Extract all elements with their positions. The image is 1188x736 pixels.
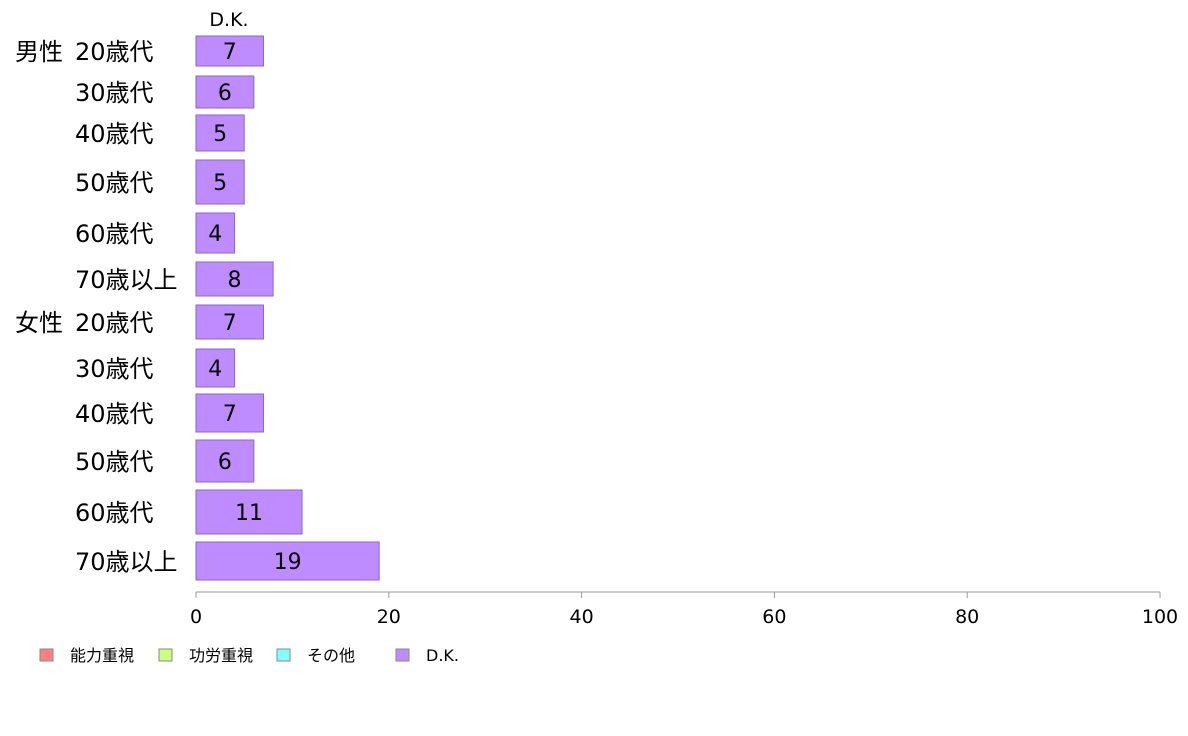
bar-segment	[195, 75, 255, 109]
category-label: 50歳代	[75, 169, 154, 197]
bar-segment	[195, 159, 245, 205]
category-label: 60歳代	[75, 499, 154, 527]
bar-segment	[195, 35, 264, 67]
category-labels: 20歳代 30歳代 40歳代 50歳代 60歳代 70歳以上 20歳代 30歳代 40歳代 50歳…	[75, 38, 178, 576]
bar-segment	[195, 393, 264, 433]
data-label: 6	[218, 450, 232, 475]
legend-swatch	[395, 648, 410, 662]
x-tick-label: 20	[377, 606, 401, 628]
group-label: 男性	[15, 38, 63, 66]
category-label: 70歳以上	[75, 548, 178, 576]
bar-segment	[195, 114, 245, 152]
data-label: 5	[213, 171, 227, 196]
category-label: 20歳代	[75, 309, 154, 337]
bar-segment	[195, 261, 274, 297]
x-tick-label: 80	[955, 606, 979, 628]
data-label: 7	[223, 40, 237, 65]
x-axis: 0 20 40 60 80 100	[190, 591, 1178, 628]
category-label: 40歳代	[75, 400, 154, 428]
category-label: 20歳代	[75, 38, 154, 66]
category-label: 50歳代	[75, 448, 154, 476]
legend-label: 能力重視	[70, 646, 134, 665]
category-label: 30歳代	[75, 355, 154, 383]
bar-segment	[195, 489, 303, 535]
data-label: 5	[213, 122, 227, 147]
bar-segment	[195, 541, 380, 581]
data-label: 11	[235, 501, 263, 526]
data-label: 4	[208, 357, 222, 382]
series-header-label: D.K.	[209, 9, 248, 31]
bar-segment	[195, 439, 255, 483]
legend-swatch	[276, 648, 291, 662]
category-label: 70歳以上	[75, 266, 178, 294]
category-label: 40歳代	[75, 120, 154, 148]
legend-swatch	[158, 648, 173, 662]
x-tick-label: 60	[762, 606, 786, 628]
bar-segment	[195, 348, 236, 388]
data-label: 19	[274, 550, 302, 575]
data-label: 6	[218, 81, 232, 106]
legend-label: その他	[307, 646, 355, 665]
legend: 能力重視 功労重視 その他 D.K.	[39, 646, 459, 665]
group-label: 女性	[15, 309, 63, 337]
x-tick-label: 40	[570, 606, 594, 628]
data-label: 8	[228, 268, 242, 293]
legend-label: 功労重視	[189, 646, 253, 665]
bar-segment	[195, 304, 264, 340]
category-label: 60歳代	[75, 220, 154, 248]
legend-swatch	[39, 648, 54, 662]
data-label: 7	[223, 311, 237, 336]
legend-label: D.K.	[426, 646, 459, 665]
x-tick-label: 0	[190, 606, 202, 628]
category-label: 30歳代	[75, 79, 154, 107]
x-tick-label: 100	[1142, 606, 1178, 628]
bar-segment	[195, 212, 236, 254]
data-label: 7	[223, 402, 237, 427]
data-label: 4	[208, 222, 222, 247]
